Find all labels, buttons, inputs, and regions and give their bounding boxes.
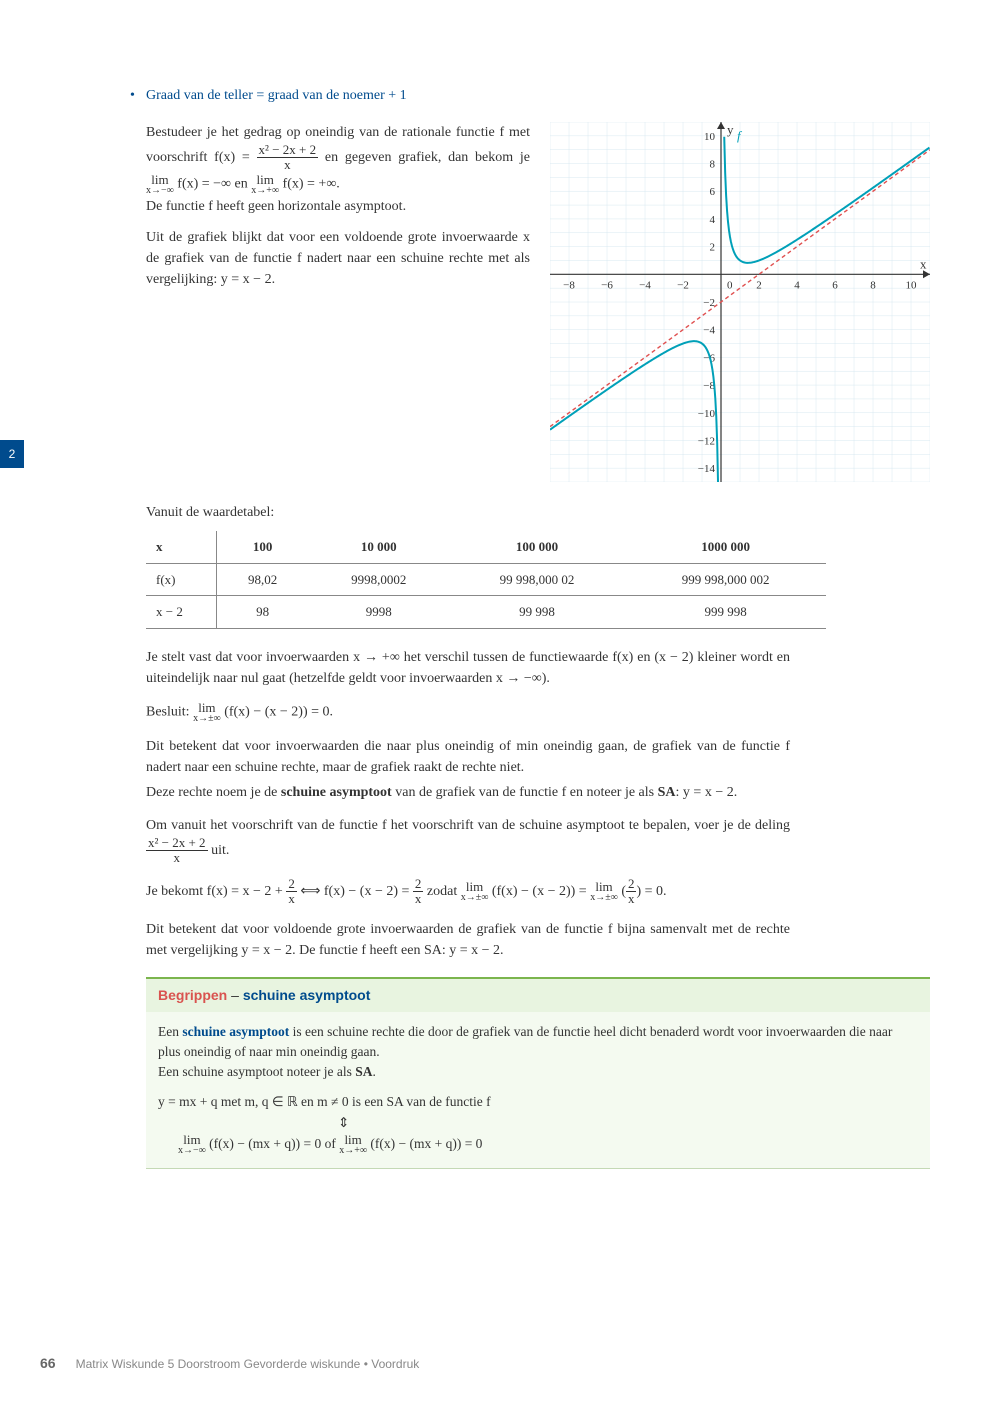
svg-text:4: 4	[794, 279, 800, 291]
intro-para-1: Bestudeer je het gedrag op oneindig van …	[146, 122, 530, 217]
svg-text:8: 8	[870, 279, 876, 291]
svg-text:−2: −2	[703, 297, 715, 309]
svg-text:0: 0	[727, 279, 733, 291]
table-header: 10 000	[309, 531, 449, 563]
svg-text:8: 8	[710, 159, 716, 171]
table-header: 100 000	[449, 531, 625, 563]
svg-text:2: 2	[756, 279, 762, 291]
value-table: x10010 000100 0001000 000 f(x)98,029998,…	[146, 531, 826, 629]
body-p5: Om vanuit het voorschrift van de functie…	[146, 815, 790, 866]
definition-body: Een schuine asymptoot is een schuine rec…	[146, 1012, 930, 1169]
svg-text:6: 6	[832, 279, 838, 291]
svg-text:10: 10	[906, 279, 918, 291]
table-title: Vanuit de waardetabel:	[146, 502, 930, 523]
side-tab: 2	[0, 440, 24, 468]
svg-text:x: x	[920, 256, 927, 271]
svg-text:4: 4	[710, 214, 716, 226]
svg-text:−2: −2	[677, 279, 689, 291]
table-header: 1000 000	[625, 531, 826, 563]
svg-text:−4: −4	[703, 325, 715, 337]
svg-text:−6: −6	[601, 279, 613, 291]
body-p2: Besluit: limx→±∞ (f(x) − (x − 2)) = 0.	[146, 701, 790, 724]
page-number: 66	[40, 1353, 56, 1374]
svg-text:−4: −4	[639, 279, 651, 291]
svg-text:6: 6	[710, 186, 716, 198]
svg-text:−8: −8	[563, 279, 575, 291]
body-p4: Deze rechte noem je de schuine asymptoot…	[146, 782, 790, 803]
section-title: Graad van de teller = graad van de noeme…	[146, 85, 930, 106]
definition-header: Begrippen – schuine asymptoot	[146, 977, 930, 1012]
definition-box: Begrippen – schuine asymptoot Een schuin…	[146, 977, 930, 1169]
page-content: Graad van de teller = graad van de noeme…	[110, 85, 930, 1169]
svg-text:−12: −12	[698, 435, 715, 447]
footer-text: Matrix Wiskunde 5 Doorstroom Gevorderde …	[76, 1355, 420, 1373]
intro-para-2: Uit de grafiek blijkt dat voor een voldo…	[146, 227, 530, 290]
body-p3: Dit betekent dat voor invoerwaarden die …	[146, 736, 790, 778]
svg-text:10: 10	[704, 131, 716, 143]
table-row: f(x)98,029998,000299 998,000 02999 998,0…	[146, 563, 826, 596]
page-footer: 66 Matrix Wiskunde 5 Doorstroom Gevorder…	[40, 1353, 419, 1374]
svg-text:−14: −14	[698, 463, 716, 475]
table-row: x − 298999899 998999 998	[146, 596, 826, 629]
table-header: x	[146, 531, 216, 563]
svg-text:−10: −10	[698, 408, 716, 420]
svg-text:y: y	[727, 122, 734, 137]
svg-text:2: 2	[710, 242, 716, 254]
body-p7: Dit betekent dat voor voldoende grote in…	[146, 919, 790, 961]
function-graph: −8−6−4−2246810108642−2−4−6−8−10−12−140xy…	[550, 122, 930, 482]
body-p6: Je bekomt f(x) = x − 2 + 2x ⟺ f(x) − (x …	[146, 877, 790, 907]
table-header: 100	[216, 531, 309, 563]
body-p1: Je stelt vast dat voor invoerwaarden x →…	[146, 647, 790, 689]
